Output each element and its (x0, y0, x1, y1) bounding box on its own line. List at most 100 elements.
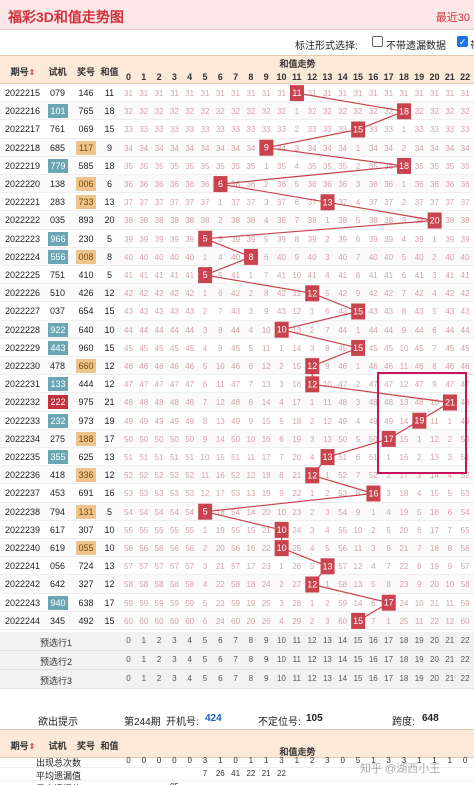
preselect-number[interactable]: 16 (368, 636, 378, 645)
preselect-number[interactable]: 21 (445, 636, 455, 645)
preselect-number[interactable]: 13 (322, 655, 332, 664)
preselect-number[interactable]: 12 (307, 674, 317, 683)
period-header-bottom[interactable]: 期号⇕ (10, 741, 36, 751)
preselect-number[interactable]: 4 (187, 636, 192, 645)
preselect-number[interactable]: 21 (445, 655, 455, 664)
preselect-number[interactable]: 19 (414, 655, 424, 664)
omission-cell: 55 (185, 525, 195, 535)
preselect-number[interactable]: 15 (353, 636, 363, 645)
preselect-number[interactable]: 2 (156, 655, 162, 664)
omission-cell: 20 (292, 453, 302, 462)
preselect-number[interactable]: 20 (430, 674, 439, 683)
preselect-number[interactable]: 12 (307, 655, 317, 664)
preselect-number[interactable]: 4 (187, 655, 192, 664)
omission-cell: 45 (185, 343, 195, 353)
preselect-number[interactable]: 4 (187, 674, 192, 683)
omission-cell: 50 (139, 434, 149, 444)
omission-cell: 11 (246, 453, 256, 462)
preselect-number[interactable]: 17 (384, 655, 394, 664)
preselect-number[interactable]: 19 (414, 636, 424, 645)
preselect-number[interactable]: 15 (353, 674, 363, 683)
preselect-number[interactable]: 0 (126, 636, 131, 645)
preselect-number[interactable]: 8 (248, 655, 254, 664)
preselect-number[interactable]: 9 (263, 636, 269, 645)
omission-cell: 1 (218, 198, 223, 208)
omission-cell: 14 (215, 434, 225, 444)
preselect-number[interactable]: 11 (292, 636, 301, 645)
preselect-number[interactable]: 22 (460, 674, 470, 683)
preselect-number[interactable]: 14 (338, 674, 348, 683)
preselect-number[interactable]: 17 (384, 674, 394, 683)
with-omit-checkbox[interactable]: ✓ (457, 36, 468, 47)
preselect-number[interactable]: 6 (218, 655, 223, 664)
sum-cell: 10 (104, 324, 115, 335)
period-cell: 2022235 (5, 452, 41, 462)
preselect-number[interactable]: 6 (218, 636, 223, 645)
preselect-number[interactable]: 2 (156, 636, 162, 645)
preselect-row[interactable]: 预选行3 0 1 2 3 4 5 6 7 8 9 10 11 12 13 14 15 16 17 18 19 20 21 22 (0, 670, 474, 689)
preselect-number[interactable]: 10 (277, 674, 286, 683)
omission-cell: 31 (215, 89, 225, 98)
preselect-number[interactable]: 7 (233, 636, 238, 645)
preselect-number[interactable]: 8 (248, 674, 254, 683)
omission-cell: 31 (307, 89, 317, 98)
preselect-number[interactable]: 1 (141, 655, 147, 664)
preselect-number[interactable]: 14 (338, 655, 348, 664)
preselect-number[interactable]: 11 (292, 674, 301, 683)
preselect-number[interactable]: 5 (202, 674, 208, 683)
preselect-number[interactable]: 10 (277, 636, 286, 645)
no-omit-checkbox[interactable] (372, 36, 383, 47)
preselect-number[interactable]: 9 (263, 655, 269, 664)
preselect-number[interactable]: 15 (353, 655, 363, 664)
preselect-number[interactable]: 6 (218, 674, 223, 683)
omission-cell: 8 (447, 544, 453, 553)
omission-cell: 48 (384, 398, 394, 408)
preselect-number[interactable]: 5 (202, 655, 208, 664)
omission-cell: 47 (368, 380, 378, 390)
preselect-number[interactable]: 11 (292, 655, 301, 664)
preselect-number[interactable]: 22 (460, 636, 470, 645)
preselect-number[interactable]: 20 (430, 655, 439, 664)
preselect-number[interactable]: 1 (141, 636, 147, 645)
preselect-number[interactable]: 2 (156, 674, 162, 683)
preselect-number[interactable]: 18 (399, 655, 409, 664)
omission-cell: 31 (384, 89, 394, 98)
preselect-number[interactable]: 17 (384, 636, 394, 645)
preselect-number[interactable]: 7 (233, 674, 238, 683)
preselect-row[interactable]: 预选行2 0 1 2 3 4 5 6 7 8 9 10 11 12 13 14 15 16 17 18 19 20 21 22 (0, 651, 474, 670)
preselect-number[interactable]: 14 (338, 636, 348, 645)
preselect-number[interactable]: 0 (126, 655, 131, 664)
preselect-number[interactable]: 13 (322, 636, 332, 645)
preselect-number[interactable]: 3 (172, 636, 177, 645)
omission-cell: 43 (460, 307, 470, 317)
preselect-number[interactable]: 1 (141, 674, 147, 683)
preselect-number[interactable]: 3 (172, 674, 177, 683)
preselect-number[interactable]: 19 (414, 674, 424, 683)
preselect-number[interactable]: 0 (126, 674, 131, 683)
preselect-number[interactable]: 5 (202, 636, 208, 645)
preselect-number[interactable]: 7 (233, 655, 238, 664)
preselect-row[interactable]: 预选行1 0 1 2 3 4 5 6 7 8 9 10 11 12 13 14 15 16 17 18 19 20 21 22 (0, 632, 474, 651)
preselect-number[interactable]: 18 (399, 636, 409, 645)
preselect-number[interactable]: 3 (172, 655, 177, 664)
preselect-number[interactable]: 16 (368, 674, 378, 683)
preselect-number[interactable]: 18 (399, 674, 409, 683)
omission-cell: 33 (445, 125, 455, 135)
omission-cell: 37 (414, 198, 424, 208)
recent-filter-button[interactable]: 最近30 (435, 12, 470, 24)
trial-cell: 443 (48, 340, 68, 355)
period-header[interactable]: 期号⇕ (10, 67, 36, 77)
omission-cell: 39 (460, 234, 470, 244)
preselect-number[interactable]: 10 (277, 655, 286, 664)
preselect-number[interactable]: 21 (445, 674, 455, 683)
preselect-number[interactable]: 16 (368, 655, 378, 664)
preselect-number[interactable]: 8 (248, 636, 254, 645)
preselect-number[interactable]: 9 (263, 674, 269, 683)
preselect-number[interactable]: 20 (430, 636, 439, 645)
period-cell: 2022218 (5, 142, 41, 153)
omission-cell: 2 (386, 471, 391, 481)
page-title: 福彩3D和值走势图 (8, 9, 124, 25)
preselect-number[interactable]: 13 (322, 674, 332, 683)
preselect-number[interactable]: 22 (460, 655, 470, 664)
preselect-number[interactable]: 12 (307, 636, 317, 645)
